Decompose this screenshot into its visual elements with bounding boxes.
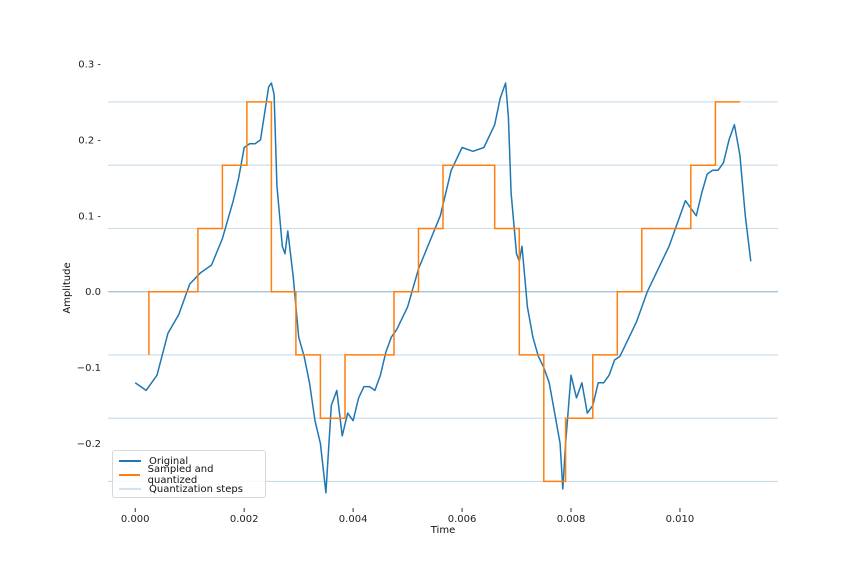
x-tick-label: 0.004 [339,514,368,525]
y-tick-label: 0.3 - [78,60,101,71]
y-tick-label: −0.2 [77,439,101,450]
legend-entry-original: Original [119,454,259,468]
y-tick-label: −0.1 [77,363,101,374]
y-axis-label: Amplitude [62,262,73,313]
y-tick-label: 0.0 [85,287,101,298]
series-line-original [134,82,752,494]
legend: Original Sampled and quantized Quantizat… [112,450,266,498]
x-tick-label: 0.000 [121,514,150,525]
x-ticks: 0.000 0.002 0.004 0.006 0.008 0.010 [121,508,694,525]
y-ticks: 0.3 - 0.2 - 0.1 - 0.0 −0.1 −0.2 [77,60,102,450]
x-tick-label: 0.002 [230,514,259,525]
x-tick-label: 0.008 [557,514,586,525]
x-tick-label: 0.010 [666,514,695,525]
legend-entry-sampled: Sampled and quantized [119,464,259,486]
legend-swatch-quantization-steps [119,488,141,490]
legend-label-quantization-steps: Quantization steps [149,483,243,495]
legend-entry-quantization-steps: Quantization steps [119,482,259,496]
y-tick-label: 0.1 - [78,211,101,222]
series-group [134,82,752,494]
legend-label-original: Original [149,455,189,467]
series-line-sampled-quantized [148,101,740,483]
y-tick-label: 0.2 - [78,135,101,146]
x-tick-label: 0.006 [448,514,477,525]
legend-swatch-original [119,460,141,462]
legend-label-sampled: Sampled and quantized [147,464,214,486]
legend-swatch-sampled [119,474,140,476]
quantization-steps-group [108,101,778,482]
x-axis-label: Time [430,525,455,536]
